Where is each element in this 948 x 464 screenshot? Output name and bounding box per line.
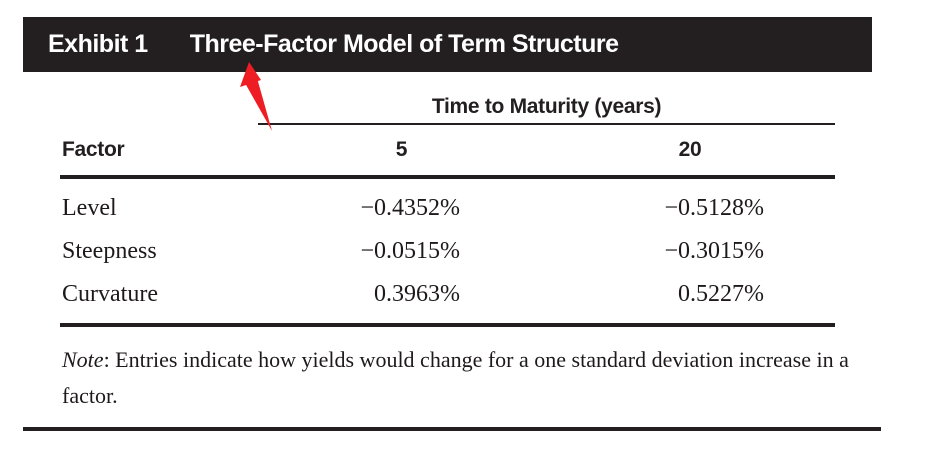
value-cell-20y: −0.5128%: [664, 195, 764, 221]
table-body: Level −0.4352% −0.5128% Steepness −0.051…: [60, 179, 835, 316]
table-header-row: Factor 5 20: [60, 125, 835, 175]
header-thin-rule: [258, 123, 835, 125]
maturity-20y-header: 20: [678, 138, 702, 161]
value-cell-5y: −0.0515%: [360, 238, 460, 264]
factor-cell: Level: [62, 195, 117, 221]
table-row: Steepness −0.0515% −0.3015%: [60, 230, 835, 273]
exhibit-label: Exhibit 1: [48, 30, 148, 58]
factor-cell: Curvature: [62, 281, 158, 307]
factor-cell: Steepness: [62, 238, 157, 264]
spacer: [60, 316, 835, 323]
maturity-5y-header: 5: [395, 138, 408, 161]
term-structure-table: Time to Maturity (years) Factor 5 20 Lev…: [60, 84, 835, 327]
note-text: : Entries indicate how yields would chan…: [62, 347, 849, 408]
exhibit-header-bar: Exhibit 1 Three-Factor Model of Term Str…: [23, 17, 872, 72]
table-note: Note: Entries indicate how yields would …: [62, 342, 854, 414]
value-cell-20y: 0.5227%: [678, 281, 764, 307]
column-group-header: Time to Maturity (years): [431, 95, 662, 118]
note-label: Note: [62, 347, 104, 372]
value-cell-5y: 0.3963%: [374, 281, 460, 307]
value-cell-5y: −0.4352%: [360, 195, 460, 221]
bottom-rule: [23, 427, 881, 431]
value-cell-20y: −0.3015%: [664, 238, 764, 264]
factor-column-header: Factor: [62, 138, 125, 161]
table-row: Curvature 0.3963% 0.5227%: [60, 273, 835, 316]
exhibit-title: Three-Factor Model of Term Structure: [189, 30, 619, 58]
table-row: Level −0.4352% −0.5128%: [60, 187, 835, 230]
footer-thick-rule: [60, 323, 835, 327]
header-thick-rule: [60, 175, 835, 179]
